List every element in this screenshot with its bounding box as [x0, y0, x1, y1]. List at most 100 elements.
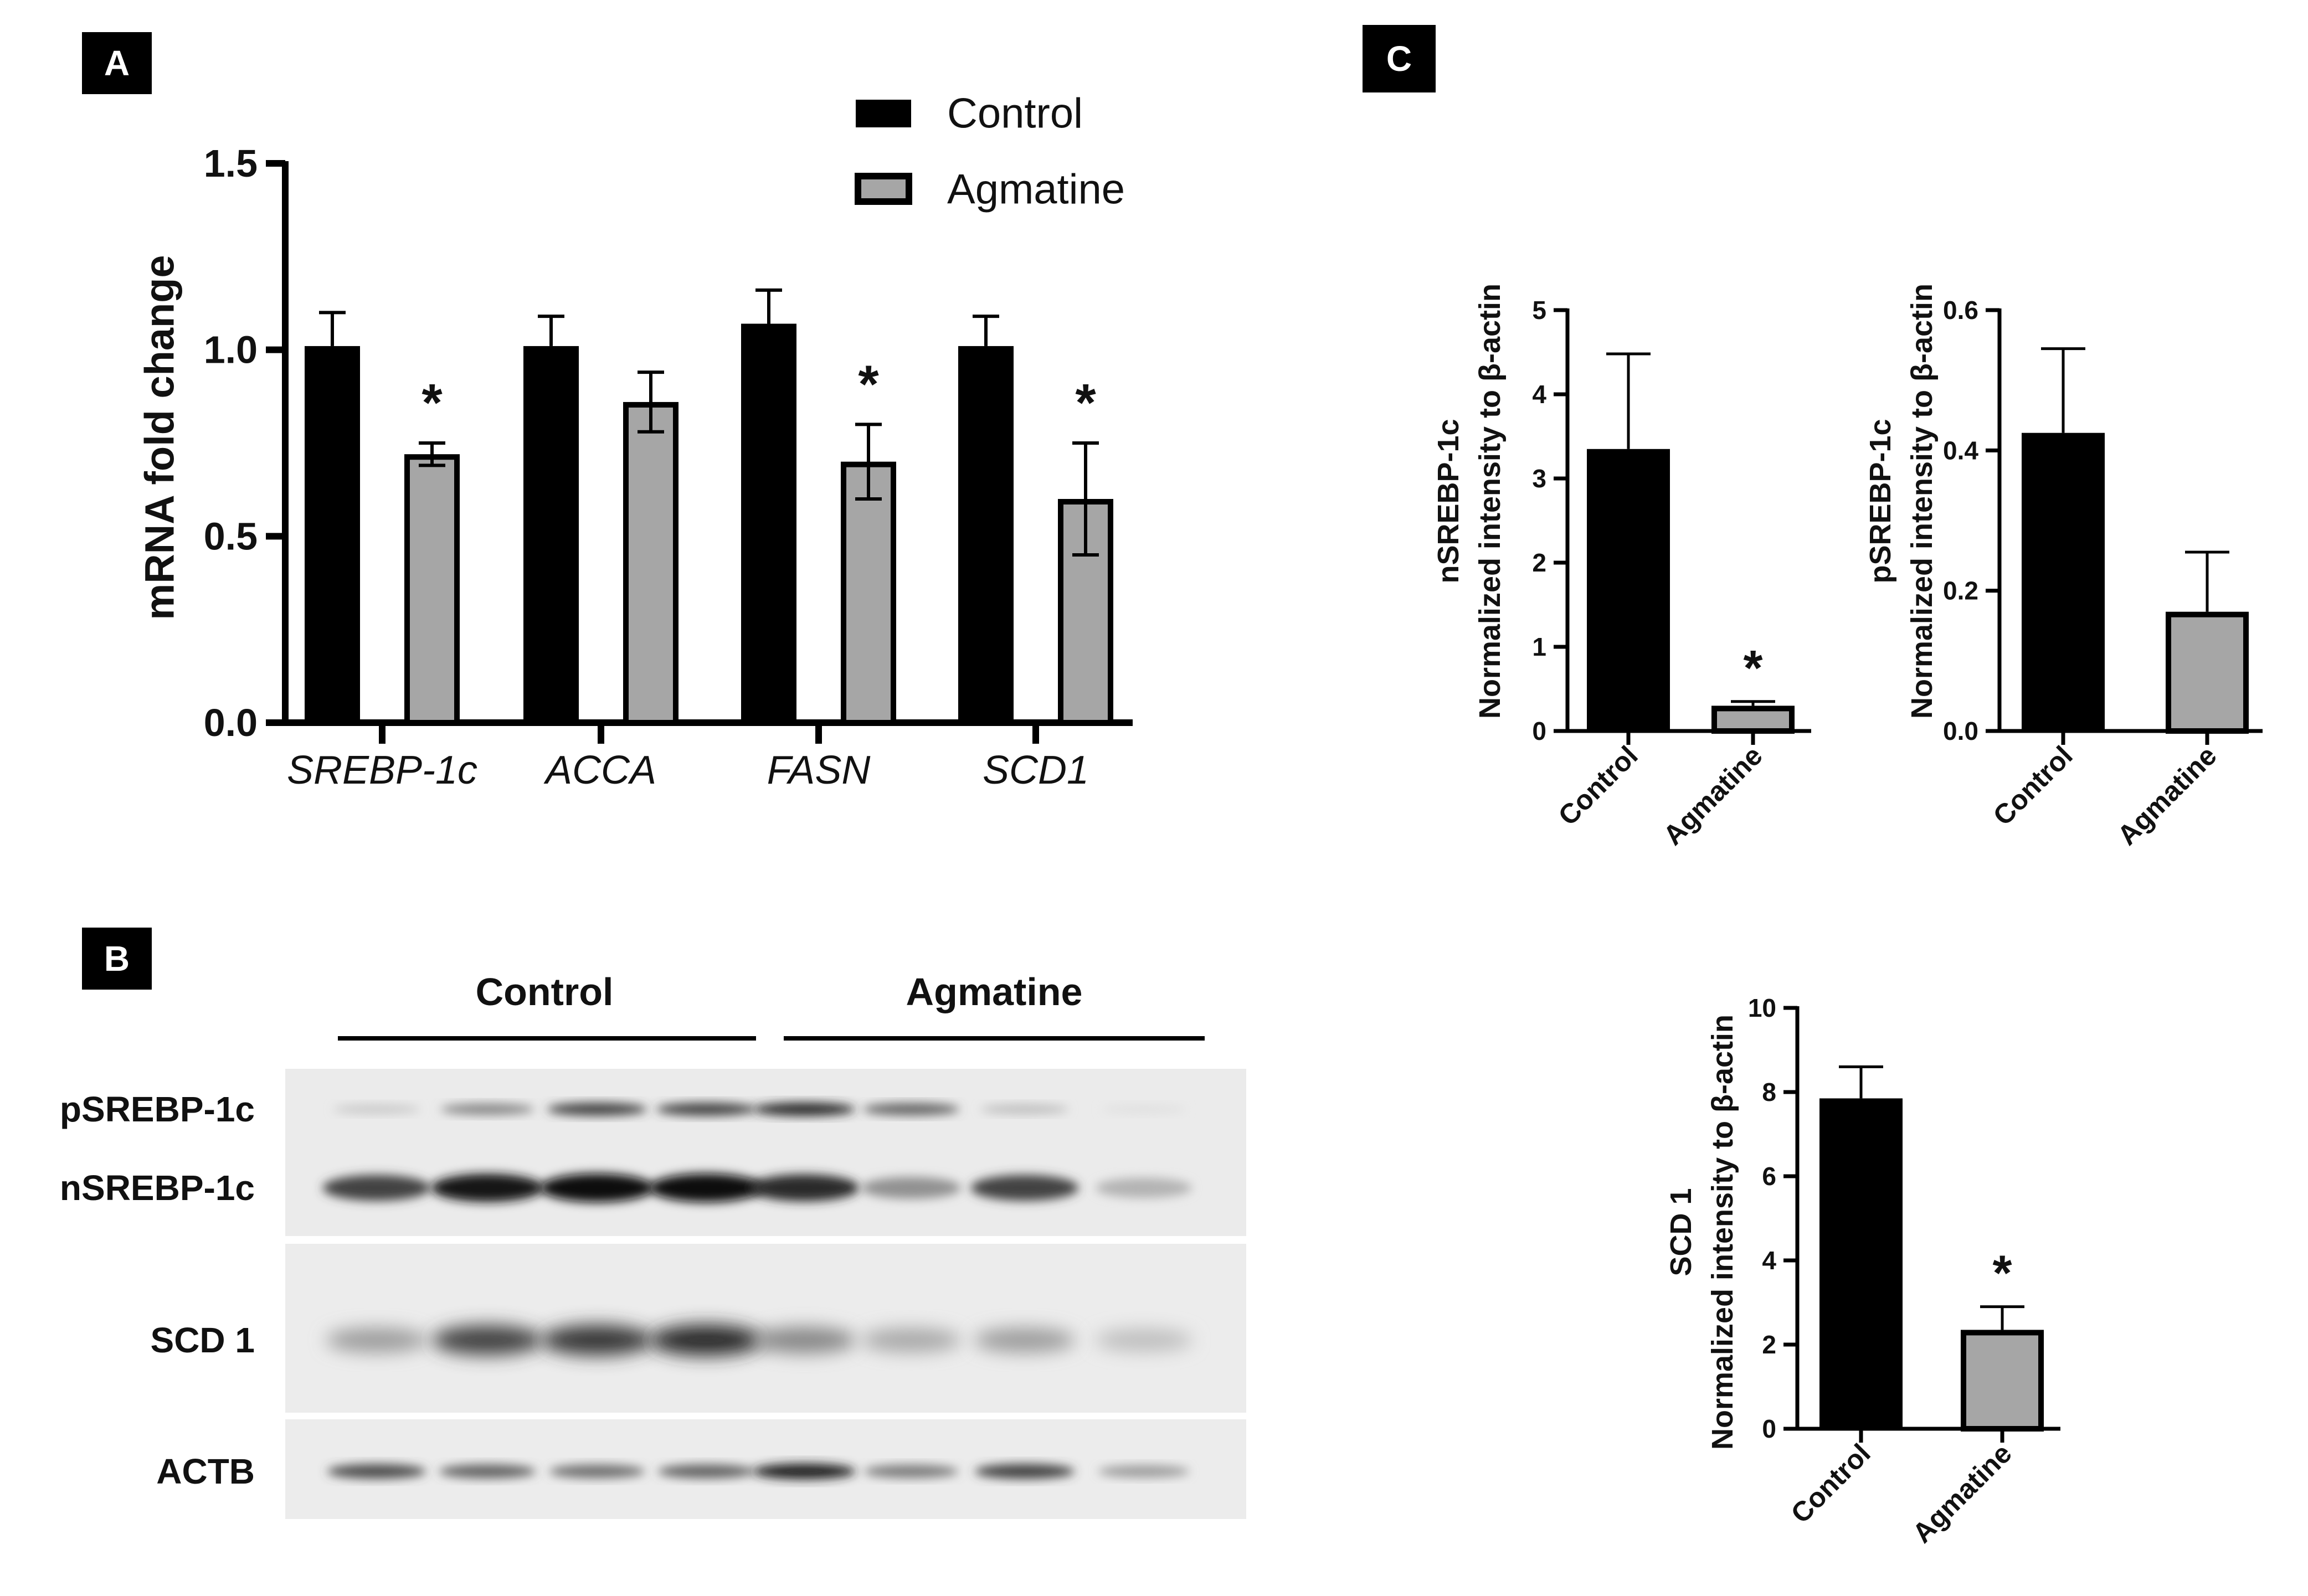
chart-c-bar-control — [1819, 1098, 1903, 1429]
blot-band — [431, 1173, 544, 1202]
chart-c-x-tick-label: Control — [1987, 740, 2079, 831]
chart-c-y-tick-label: 0.0 — [1943, 717, 1978, 745]
svg-text:C: C — [1386, 39, 1412, 79]
chart-c2-y-axis-title-2: Normalized intensity to β-actin — [1905, 284, 1939, 719]
chart-a-bar-agmatine — [404, 454, 460, 725]
chart-c-y-tick-label: 5 — [1532, 296, 1546, 325]
chart-c-y-tick-label: 1 — [1532, 632, 1546, 661]
blot-band — [752, 1463, 856, 1480]
blot-band — [980, 1104, 1069, 1114]
blot-band — [974, 1327, 1076, 1353]
chart-c-y-tick-label: 4 — [1762, 1246, 1776, 1275]
chart-c-bar-agmatine — [1961, 1330, 2044, 1432]
chart-c-bar-agmatine — [2166, 611, 2249, 734]
chart-c-significance-marker: * — [1992, 1246, 2012, 1301]
blot-band — [322, 1175, 431, 1201]
blot-band — [440, 1103, 534, 1115]
blot-band — [970, 1175, 1079, 1201]
svg-text:A: A — [104, 43, 130, 83]
chart-a-significance-marker: * — [1075, 373, 1096, 433]
chart-c3-y-axis-title-2: Normalized intensity to β-actin — [1706, 1015, 1739, 1450]
blot-band — [541, 1325, 653, 1356]
chart-c-y-tick-label: 0.6 — [1943, 296, 1978, 325]
blot-band — [656, 1103, 757, 1116]
chart-c-y-tick-label: 0.4 — [1943, 436, 1978, 465]
chart-a-x-tick-label: ACCA — [543, 748, 656, 792]
chart-a-legend: Control Agmatine — [855, 90, 1125, 213]
chart-a-x-tick-label: FASN — [767, 748, 871, 792]
chart-a-bar-agmatine — [623, 401, 678, 725]
chart-a-bar-control — [305, 346, 360, 723]
blot-band — [861, 1328, 962, 1352]
legend-swatch-control — [856, 100, 911, 127]
chart-c-y-tick-label: 6 — [1762, 1162, 1776, 1191]
blot-band — [752, 1327, 856, 1353]
chart-mrna-fold-change: Control Agmatine mRNA fold change 0.0 0.5… — [137, 90, 1133, 792]
chart-a-x-tick-label: SREBP-1c — [287, 748, 477, 792]
chart-c-y-tick-label: 4 — [1532, 380, 1546, 409]
panel-label-c: C — [1363, 25, 1436, 92]
blot-band — [432, 1325, 543, 1355]
chart-c-y-tick-label: 10 — [1748, 993, 1776, 1022]
chart-a-bar-agmatine — [841, 461, 896, 726]
blot-band — [650, 1324, 763, 1356]
chart-c-x-tick-label: Agmatine — [1906, 1438, 2018, 1549]
chart-scd1: SCD 1 Normalized intensity to β-actin 0 2… — [1664, 993, 2060, 1549]
blot-row-label-nsrebp: nSREBP-1c — [60, 1168, 255, 1208]
chart-c-y-tick-label: 2 — [1762, 1330, 1776, 1359]
chart-c-y-tick-label: 0 — [1532, 717, 1546, 745]
chart-a-significance-marker: * — [858, 354, 879, 414]
blot-band — [540, 1173, 654, 1202]
blot-band — [1094, 1329, 1193, 1352]
blot-band — [333, 1104, 420, 1114]
chart-c-bar-control — [1587, 449, 1670, 731]
blot-band — [649, 1173, 763, 1202]
blot-band — [547, 1103, 647, 1116]
blot-band — [862, 1103, 960, 1115]
chart-a-bar-control — [958, 346, 1014, 723]
blot-row-label-psrebp: pSREBP-1c — [60, 1089, 255, 1129]
chart-c2-y-axis-title-1: pSREBP-1c — [1864, 419, 1897, 583]
chart-c-bar-control — [2022, 433, 2105, 731]
chart-a-y-axis-title: mRNA fold change — [137, 255, 183, 620]
chart-a-x-tick-label: SCD1 — [983, 748, 1089, 792]
chart-c-y-tick-label: 0.2 — [1943, 576, 1978, 605]
chart-c-bar-agmatine — [1711, 706, 1795, 734]
western-blot: Control Agmatine pSREBP-1c nSREBP-1c SCD… — [60, 970, 1246, 1519]
chart-c-x-tick-label: Control — [1785, 1438, 1877, 1529]
blot-band — [753, 1102, 856, 1116]
chart-c3-y-axis-title-1: SCD 1 — [1664, 1188, 1698, 1276]
chart-a-significance-marker: * — [421, 373, 443, 433]
chart-c-x-tick-label: Control — [1553, 740, 1644, 831]
svg-text:B: B — [104, 939, 130, 979]
blot-row-label-scd1: SCD 1 — [151, 1320, 255, 1360]
chart-a-y-tick-label: 0.0 — [204, 701, 258, 744]
blot-band — [1098, 1465, 1190, 1478]
chart-a-bar-control — [523, 346, 579, 723]
chart-c-y-tick-label: 2 — [1532, 548, 1546, 577]
chart-c-x-tick-label: Agmatine — [1657, 740, 1769, 851]
blot-band — [749, 1174, 860, 1202]
blot-band — [326, 1327, 428, 1353]
blot-band — [657, 1464, 755, 1479]
chart-psrebp: pSREBP-1c Normalized intensity to β-acti… — [1864, 284, 2263, 851]
blot-group-label-agmatine: Agmatine — [906, 970, 1083, 1013]
blot-row-label-actb: ACTB — [156, 1451, 255, 1491]
blot-group-label-control: Control — [476, 970, 614, 1013]
blot-band — [863, 1465, 959, 1478]
chart-c-x-tick-label: Agmatine — [2111, 740, 2223, 851]
panel-label-a: A — [82, 32, 152, 94]
chart-c-y-tick-label: 3 — [1532, 464, 1546, 493]
blot-membrane-scd1 — [285, 1244, 1246, 1413]
chart-c-y-tick-label: 8 — [1762, 1078, 1776, 1106]
blot-membrane-srebp — [285, 1069, 1246, 1236]
chart-c1-y-axis-title-2: Normalized intensity to β-actin — [1473, 284, 1507, 719]
chart-a-y-tick-label: 1.0 — [204, 328, 258, 372]
chart-a-y-tick-label: 1.5 — [204, 142, 258, 185]
chart-nsrebp: nSREBP-1c Normalized intensity to β-acti… — [1432, 284, 1811, 851]
legend-swatch-agmatine — [855, 173, 912, 205]
legend-label-control: Control — [947, 90, 1083, 137]
blot-band — [974, 1464, 1075, 1479]
chart-c-y-tick-label: 0 — [1762, 1414, 1776, 1443]
